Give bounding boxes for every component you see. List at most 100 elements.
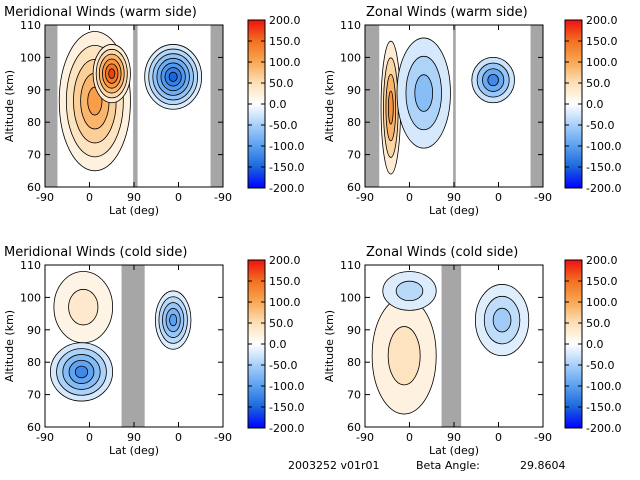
x-tick-label: 90 <box>447 191 461 204</box>
chart-panel-3: Meridional Winds (cold side) 60 70 80 90 100 1… <box>3 245 304 457</box>
x-tick-label: 90 <box>447 431 461 444</box>
colorbar-tick-label: 50.0 <box>269 77 294 90</box>
colorbar-tick-label: 100.0 <box>269 296 301 309</box>
y-tick-label: 60 <box>27 421 41 434</box>
colorbar-tick-label: 50.0 <box>586 317 611 330</box>
x-tick-label: -90 <box>214 431 232 444</box>
colorbar-tick-label: 0.0 <box>586 98 604 111</box>
colorbar-tick-label: -50.0 <box>586 119 614 132</box>
no-data-band <box>530 25 543 187</box>
beta-angle-label: Beta Angle: <box>416 459 480 472</box>
colorbar-tick-label: -150.0 <box>269 401 304 414</box>
y-axis-label: Altitude (km) <box>3 70 16 142</box>
x-tick-label: -90 <box>534 191 552 204</box>
contour-region <box>387 90 394 125</box>
colorbar-tick-label: -200.0 <box>586 422 621 435</box>
colorbar-4: 200.0 150.0 100.0 50.0 0.0 -50.0 -100.0 -150.0 -… <box>564 254 621 435</box>
x-tick-label: -90 <box>356 431 374 444</box>
colorbar-tick-label: -100.0 <box>269 140 304 153</box>
y-tick-label: 110 <box>340 259 361 272</box>
colorbar-tick-label: -50.0 <box>269 359 297 372</box>
y-axis-label: Altitude (km) <box>3 310 16 382</box>
no-data-band <box>45 25 58 187</box>
y-tick-label: 90 <box>27 324 41 337</box>
x-tick-label: -90 <box>36 191 54 204</box>
colorbar-tick-label: -150.0 <box>586 401 621 414</box>
x-tick-label: -90 <box>36 431 54 444</box>
colorbar-tick-label: 0.0 <box>586 338 604 351</box>
y-tick-label: 110 <box>20 259 41 272</box>
x-tick-label: -90 <box>534 431 552 444</box>
y-tick-label: 60 <box>347 181 361 194</box>
y-tick-label: 110 <box>20 19 41 32</box>
colorbar-1: 200.0 150.0 100.0 50.0 0.0 -50.0 -100.0 -150.0 -… <box>247 14 304 195</box>
y-tick-label: 80 <box>27 356 41 369</box>
y-axis-label: Altitude (km) <box>323 70 336 142</box>
colorbar-tick-label: 100.0 <box>586 56 618 69</box>
no-data-band <box>210 25 223 187</box>
colorbar-tick-label: 0.0 <box>269 98 287 111</box>
contour-region <box>487 74 499 87</box>
colorbar-tick-label: -100.0 <box>586 140 621 153</box>
colorbar-tick-label: -50.0 <box>269 119 297 132</box>
x-tick-label: -90 <box>214 191 232 204</box>
y-tick-label: 100 <box>20 51 41 64</box>
colorbar-tick-label: 50.0 <box>269 317 294 330</box>
colorbar-tick-label: -50.0 <box>586 359 614 372</box>
y-tick-label: 100 <box>340 51 361 64</box>
y-tick-label: 80 <box>27 116 41 129</box>
x-tick-label: -90 <box>356 191 374 204</box>
x-tick-label: 0 <box>495 191 502 204</box>
no-data-band <box>133 25 138 187</box>
x-tick-label: 90 <box>127 191 141 204</box>
x-axis-label: Lat (deg) <box>429 204 479 217</box>
no-data-band <box>365 25 380 187</box>
y-tick-label: 70 <box>27 149 41 162</box>
y-tick-label: 110 <box>340 19 361 32</box>
no-data-band <box>121 265 145 427</box>
contour-region <box>108 68 116 79</box>
y-axis-label: Altitude (km) <box>323 310 336 382</box>
chart-title: Meridional Winds (cold side) <box>4 245 187 260</box>
run-id-label: 2003252 v01r01 <box>288 459 380 472</box>
x-tick-label: 0 <box>86 191 93 204</box>
colorbar-3: 200.0 150.0 100.0 50.0 0.0 -50.0 -100.0 -150.0 -… <box>247 254 304 435</box>
x-tick-label: 0 <box>175 191 182 204</box>
colorbar-2: 200.0 150.0 100.0 50.0 0.0 -50.0 -100.0 -150.0 -… <box>564 14 621 195</box>
y-tick-label: 80 <box>347 356 361 369</box>
y-tick-label: 60 <box>347 421 361 434</box>
y-tick-label: 90 <box>27 84 41 97</box>
contour-region <box>169 313 178 327</box>
y-tick-label: 90 <box>347 84 361 97</box>
contour-region <box>492 307 512 333</box>
colorbar-tick-label: -150.0 <box>269 161 304 174</box>
x-tick-label: 0 <box>406 431 413 444</box>
x-tick-label: 0 <box>175 431 182 444</box>
x-tick-label: 0 <box>495 431 502 444</box>
colorbar-tick-label: 150.0 <box>269 275 301 288</box>
colorbar-tick-label: 100.0 <box>269 56 301 69</box>
chart-title: Zonal Winds (warm side) <box>366 5 528 20</box>
colorbar-tick-label: 200.0 <box>269 14 301 27</box>
colorbar-tick-label: 150.0 <box>586 275 618 288</box>
contour-region <box>74 365 89 379</box>
colorbar-tick-label: 100.0 <box>586 296 618 309</box>
no-data-band <box>453 25 456 187</box>
contour-region <box>68 288 99 326</box>
colorbar-tick-label: 200.0 <box>586 254 618 267</box>
y-tick-label: 90 <box>347 324 361 337</box>
contour-region <box>387 326 421 386</box>
x-axis-label: Lat (deg) <box>109 204 159 217</box>
y-tick-label: 60 <box>27 181 41 194</box>
colorbar-tick-label: 200.0 <box>269 254 301 267</box>
y-tick-label: 80 <box>347 116 361 129</box>
chart-panel-1: Meridional Winds (warm side) 60 70 80 90 100 1… <box>3 5 304 217</box>
colorbar-tick-label: 0.0 <box>269 338 287 351</box>
beta-angle-value: 29.8604 <box>520 459 566 472</box>
y-tick-label: 70 <box>27 389 41 402</box>
chart-title: Zonal Winds (cold side) <box>366 245 518 260</box>
colorbar-tick-label: -200.0 <box>269 422 304 435</box>
x-tick-label: 0 <box>86 431 93 444</box>
no-data-band <box>441 265 462 427</box>
